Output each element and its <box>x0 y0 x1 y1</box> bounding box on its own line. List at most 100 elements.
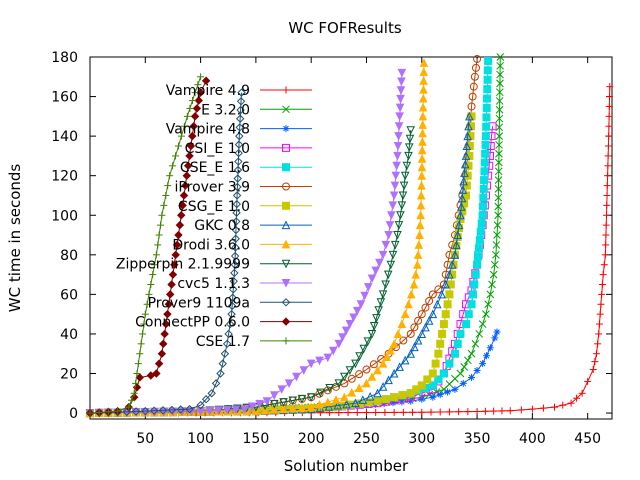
data-point <box>473 260 482 269</box>
data-point <box>174 230 183 240</box>
data-point <box>490 407 498 415</box>
data-point <box>86 409 94 417</box>
y-tick-label: 60 <box>60 287 78 303</box>
data-point <box>233 182 242 192</box>
data-point <box>260 405 270 415</box>
data-point <box>399 336 408 345</box>
data-point <box>234 157 243 166</box>
data-point <box>602 231 610 239</box>
data-point <box>177 132 185 140</box>
data-point <box>398 191 408 201</box>
data-point <box>434 375 443 384</box>
data-point <box>222 405 232 415</box>
data-point <box>281 259 291 269</box>
legend-entry: iProver 3.9 <box>175 180 312 196</box>
data-point <box>465 111 474 121</box>
data-point <box>365 391 375 401</box>
data-point <box>436 391 444 399</box>
data-point <box>140 408 150 417</box>
data-point <box>599 271 607 279</box>
data-point <box>419 76 428 85</box>
legend-label: CSI_E 1.0 <box>185 141 250 157</box>
data-point <box>418 408 426 416</box>
data-point <box>424 316 434 325</box>
data-point <box>140 320 148 328</box>
data-point <box>416 210 425 220</box>
legend-entry: Drodi 3.6.0 <box>172 237 312 253</box>
legend-entry: CSG_E 1.0 <box>178 199 312 215</box>
data-point <box>484 300 492 309</box>
legend-label: iProver 3.9 <box>175 180 250 196</box>
data-point <box>262 397 272 406</box>
data-point <box>353 409 361 417</box>
data-point <box>418 102 428 112</box>
data-point <box>189 122 198 131</box>
legend-entry: CSI_E 1.0 <box>185 141 312 157</box>
data-point <box>410 342 419 352</box>
data-point <box>166 172 174 180</box>
data-point <box>396 86 406 95</box>
data-point <box>232 217 241 226</box>
data-point <box>489 270 498 279</box>
data-point <box>235 123 244 132</box>
data-point <box>406 349 416 358</box>
legend-entry: cvc5 1.1.3 <box>177 276 312 292</box>
data-point <box>395 112 404 121</box>
data-point <box>201 395 211 404</box>
data-point <box>483 94 492 103</box>
data-point <box>428 369 437 378</box>
legend-entry: Vampire 4.9 <box>166 83 312 99</box>
data-point <box>196 407 205 416</box>
x-tick-label: 50 <box>136 431 154 447</box>
data-point <box>270 391 279 400</box>
data-point <box>381 280 390 290</box>
data-point <box>396 94 405 104</box>
data-point <box>345 320 355 329</box>
data-point <box>506 407 514 415</box>
data-point <box>567 399 575 407</box>
data-point <box>418 137 427 146</box>
data-point <box>482 122 491 131</box>
data-point <box>394 132 403 141</box>
x-tick-label: 100 <box>187 431 214 447</box>
data-point <box>183 112 191 120</box>
data-point <box>374 306 383 315</box>
data-point <box>417 154 427 163</box>
data-point <box>159 339 168 349</box>
data-point <box>393 231 402 240</box>
data-point <box>460 168 469 177</box>
data-point <box>495 88 504 97</box>
data-point <box>375 258 384 268</box>
data-point <box>493 328 501 336</box>
data-point <box>404 299 413 309</box>
data-point <box>315 356 324 366</box>
data-point <box>464 408 472 416</box>
data-point <box>175 220 185 230</box>
data-point <box>131 407 141 416</box>
data-point <box>160 201 168 209</box>
data-point <box>495 105 504 114</box>
data-point <box>456 329 465 338</box>
data-point <box>381 395 390 404</box>
data-point <box>474 244 483 253</box>
y-tick-label: 40 <box>60 327 78 343</box>
data-point <box>482 310 490 319</box>
series-cse-1-7 <box>86 73 205 417</box>
data-point <box>496 70 504 79</box>
data-point <box>539 404 547 412</box>
data-point <box>183 161 193 171</box>
data-point <box>400 309 410 319</box>
data-point <box>334 339 344 349</box>
data-point <box>481 140 490 149</box>
data-point <box>172 240 182 250</box>
data-point <box>356 300 366 309</box>
plot-frame <box>89 56 613 420</box>
data-point <box>600 261 608 269</box>
data-point <box>598 280 606 288</box>
data-point <box>601 251 609 259</box>
data-point <box>284 379 294 389</box>
data-point <box>136 350 144 358</box>
data-point <box>211 379 221 388</box>
data-point <box>413 250 423 259</box>
data-point <box>292 372 301 382</box>
